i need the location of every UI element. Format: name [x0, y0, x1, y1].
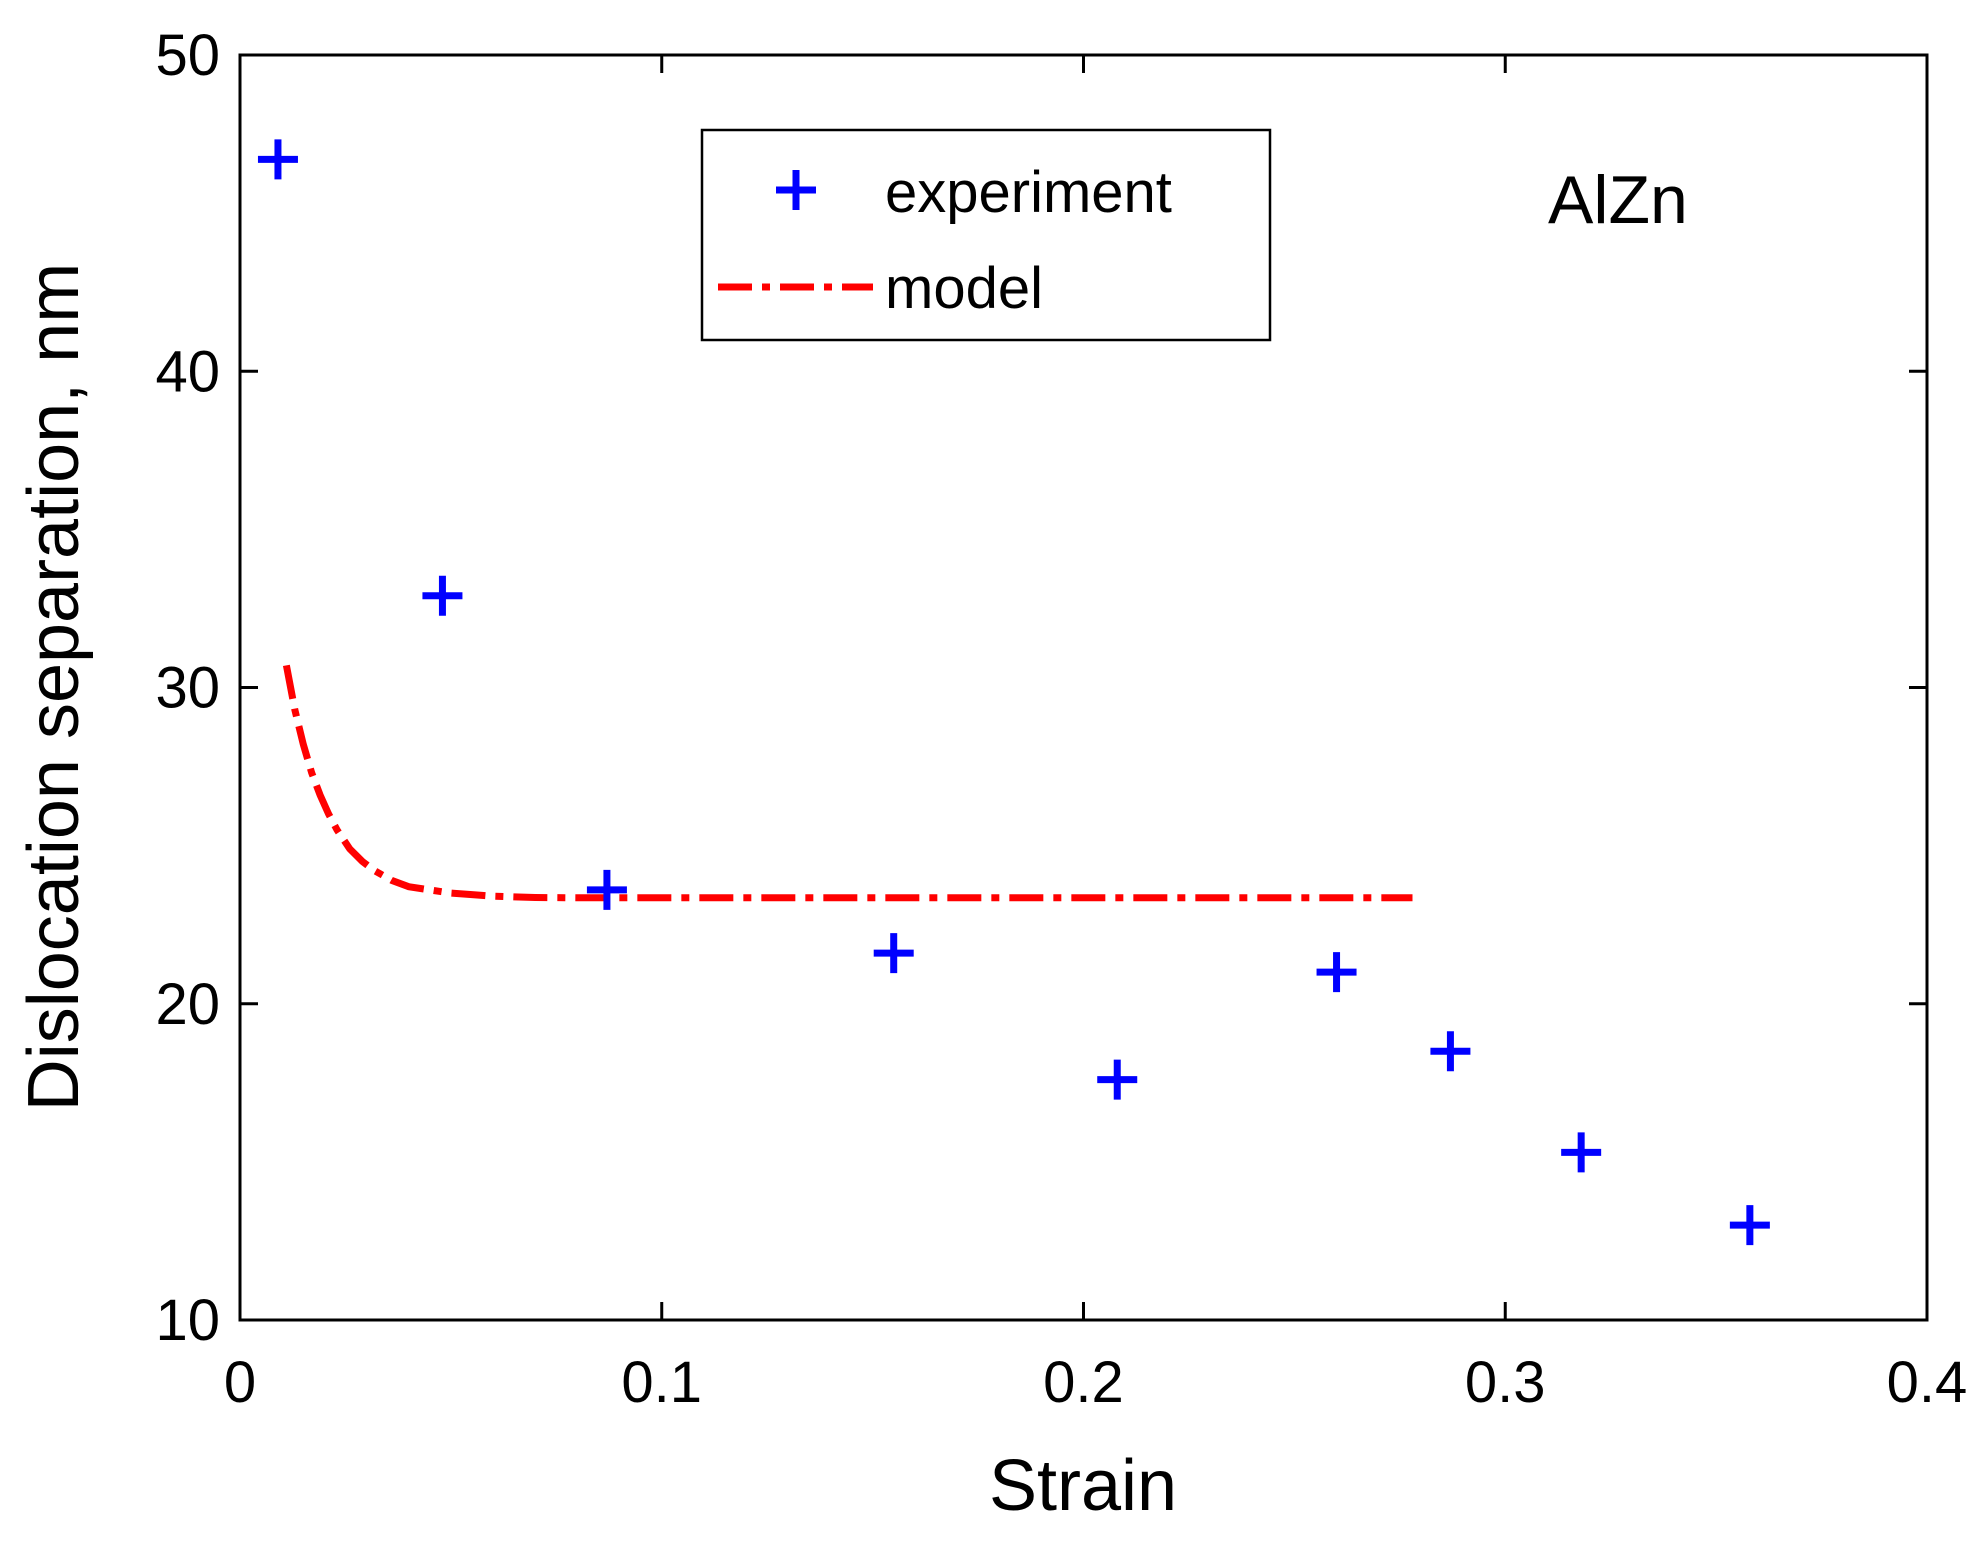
experiment-point — [1729, 1205, 1770, 1246]
experiment-point — [586, 869, 627, 910]
legend-model-label: model — [885, 256, 1043, 321]
plot-area — [257, 139, 1770, 1246]
x-tick-label: 0.3 — [1465, 1350, 1546, 1415]
legend-experiment-marker — [776, 170, 816, 210]
axis-ticks — [238, 53, 1929, 1322]
y-tick-label: 30 — [155, 656, 220, 721]
legend-box — [700, 128, 1272, 342]
y-tick-label: 40 — [155, 339, 220, 404]
y-tick-label: 10 — [155, 1288, 220, 1353]
x-tick-label: 0 — [224, 1350, 256, 1415]
legend: experiment model — [700, 128, 1272, 342]
experiment-point — [1430, 1031, 1471, 1072]
x-tick-label: 0.4 — [1887, 1350, 1968, 1415]
experiment-point — [257, 139, 298, 180]
x-axis-title: Strain — [989, 1446, 1177, 1526]
y-axis-title: Dislocation separation, nm — [14, 263, 94, 1111]
experiment-point — [873, 933, 914, 974]
series-model-line — [282, 664, 1413, 902]
experiment-point — [1316, 952, 1357, 993]
x-tick-label: 0.2 — [1043, 1350, 1124, 1415]
legend-experiment-label: experiment — [885, 160, 1172, 225]
experiment-point — [1097, 1059, 1138, 1100]
x-tick-label: 0.1 — [621, 1350, 702, 1415]
experiment-point — [1561, 1132, 1602, 1173]
y-tick-label: 50 — [155, 23, 220, 88]
chart-annotation: AlZn — [1548, 162, 1688, 238]
y-tick-label: 20 — [155, 972, 220, 1037]
experiment-point — [422, 575, 463, 616]
